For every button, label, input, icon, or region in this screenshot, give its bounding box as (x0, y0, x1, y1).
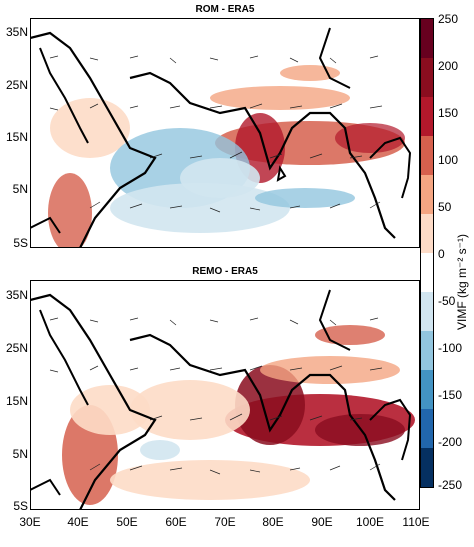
colorbar-tick: -250 (438, 478, 463, 492)
colorbar-segment (421, 253, 433, 292)
colorbar-tick: -200 (438, 435, 463, 449)
colorbar-segment (421, 330, 433, 370)
lat-label: 5N (12, 182, 28, 196)
map-panel-bottom (30, 280, 420, 510)
map-field-top (30, 18, 420, 248)
lat-label: 15N (5, 394, 28, 408)
map-field-bottom (30, 280, 420, 510)
lon-label: 60E (165, 515, 187, 529)
lat-label: 15N (5, 130, 28, 144)
lon-label: 40E (67, 515, 89, 529)
colorbar-tick: -50 (438, 294, 456, 308)
lon-label: 80E (262, 515, 284, 529)
colorbar-tick: 250 (438, 12, 459, 26)
lon-label: 100E (355, 515, 385, 529)
colorbar-tick: 0 (438, 247, 445, 261)
colorbar-segment (421, 19, 433, 58)
lat-label: 35N (5, 288, 28, 302)
colorbar-tick: 200 (438, 59, 459, 73)
lon-label: 90E (311, 515, 333, 529)
panel-title-top: ROM - ERA5 (195, 4, 255, 15)
colorbar (420, 18, 434, 488)
lat-label: 5S (13, 236, 28, 250)
colorbar-segment (421, 214, 433, 253)
panel-title-bottom: REMO - ERA5 (192, 266, 258, 277)
colorbar-segment (421, 448, 433, 487)
colorbar-segment (421, 96, 433, 136)
colorbar-tick: 100 (438, 153, 459, 167)
colorbar-segment (421, 292, 433, 331)
lon-label: 30E (19, 515, 41, 529)
lat-label: 5N (12, 447, 28, 461)
colorbar-tick: 150 (438, 106, 459, 120)
colorbar-segment (421, 174, 433, 214)
lat-label: 25N (5, 341, 28, 355)
colorbar-segment (421, 409, 433, 448)
lat-label: 35N (5, 25, 28, 39)
lat-label: 5S (13, 499, 28, 513)
lon-label: 110E (402, 515, 430, 529)
colorbar-tick: -100 (438, 341, 463, 355)
lat-label: 25N (5, 78, 28, 92)
colorbar-label: VIMF (kg m⁻² s⁻¹) (455, 234, 469, 330)
colorbar-segment (421, 370, 433, 409)
colorbar-segment (421, 136, 433, 175)
colorbar-segment (421, 57, 433, 97)
colorbar-tick: 50 (438, 200, 452, 214)
lon-label: 70E (214, 515, 236, 529)
lon-label: 50E (116, 515, 138, 529)
colorbar-tick: -150 (438, 388, 463, 402)
map-panel-top (30, 18, 420, 248)
